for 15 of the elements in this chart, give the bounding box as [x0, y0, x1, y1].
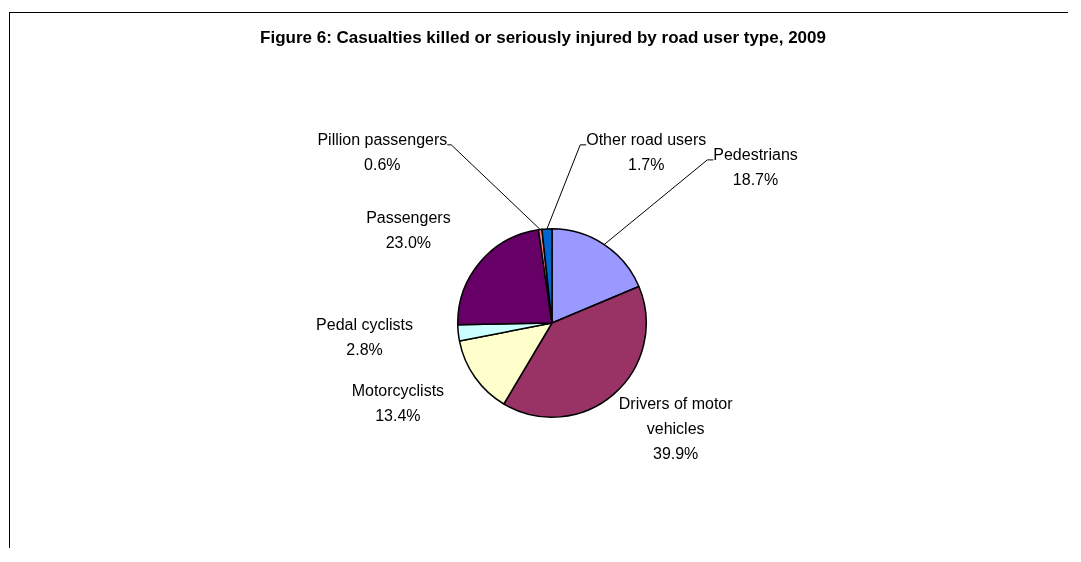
- slice-label: Motorcyclists: [351, 382, 445, 400]
- data-label: 13.4%: [375, 407, 421, 425]
- chart-title: Figure 6: Casualties killed or seriously injured by road user type, 2009: [259, 28, 827, 48]
- slice-label: Pedestrians: [713, 146, 798, 164]
- data-label: 2.8%: [346, 340, 383, 358]
- data-label: 18.7%: [732, 171, 779, 189]
- slice-label: Other road users: [586, 131, 707, 149]
- slice-label: Drivers of motor vehicles: [618, 395, 734, 438]
- data-label: 1.7%: [628, 156, 665, 174]
- slice-label: Pillion passengers: [317, 131, 448, 149]
- data-label: 23.0%: [385, 234, 432, 252]
- slice-label: Pedal cyclists: [316, 315, 413, 333]
- slice-label: Passengers: [366, 209, 451, 227]
- data-label: 0.6%: [364, 156, 401, 174]
- data-label: 39.9%: [652, 445, 699, 463]
